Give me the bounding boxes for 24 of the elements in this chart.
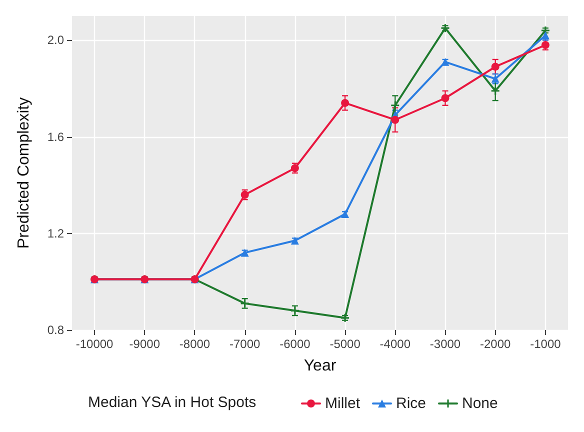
x-tick-label: -5000 — [330, 337, 361, 351]
x-tick-label: -10000 — [76, 337, 114, 351]
legend-label: Rice — [396, 395, 426, 412]
x-tick-label: -3000 — [430, 337, 461, 351]
x-tick-label: -4000 — [380, 337, 411, 351]
point — [491, 62, 500, 71]
y-tick-label: 1.2 — [47, 226, 64, 240]
legend-label: Millet — [325, 395, 361, 412]
x-tick-label: -8000 — [179, 337, 210, 351]
x-tick-label: -6000 — [280, 337, 311, 351]
x-tick-label: -2000 — [480, 337, 512, 351]
x-tick-label: -1000 — [530, 337, 562, 351]
point — [341, 98, 350, 107]
y-tick-label: 2.0 — [47, 33, 64, 48]
y-axis-title: Predicted Complexity — [16, 97, 32, 249]
point — [491, 86, 500, 95]
y-tick-label: 1.6 — [47, 130, 64, 144]
legend-title: Median YSA in Hot Spots — [88, 394, 256, 411]
y-tick-label: 0.8 — [47, 323, 64, 337]
point — [441, 94, 450, 102]
x-axis-title: Year — [304, 358, 337, 374]
x-tick-label: -9000 — [129, 337, 160, 351]
legend-label: None — [462, 395, 498, 412]
x-tick-label: -7000 — [229, 337, 261, 351]
